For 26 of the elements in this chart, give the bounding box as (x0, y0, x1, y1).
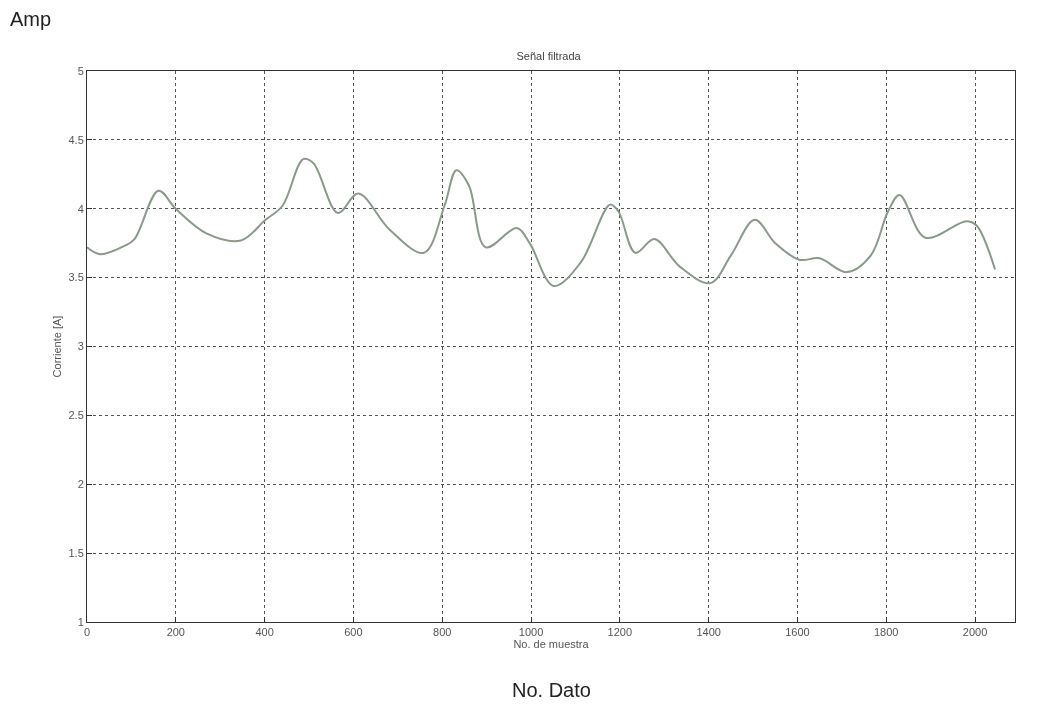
y-tick-label: 5 (77, 64, 84, 77)
x-tick-label: 1600 (785, 626, 810, 639)
y-axis-title: Corriente [A] (51, 315, 64, 378)
x-tick-label: 1400 (696, 626, 721, 639)
y-tick-label: 2 (77, 478, 84, 491)
y-tick-label: 4 (77, 202, 84, 215)
x-tick-label: 400 (255, 626, 274, 639)
y-tick-label: 1 (77, 615, 84, 628)
line-series (87, 158, 997, 287)
text: Amp (10, 8, 52, 30)
x-tick-label: 1200 (607, 626, 633, 639)
x-tick-label: 2000 (962, 626, 988, 639)
x-tick-label: 200 (166, 626, 185, 639)
y-tick-label: 3 (77, 340, 84, 353)
x-tick-label: 0 (83, 626, 91, 639)
x-axis-title: No. de muestra (513, 638, 590, 651)
x-tick-label: 600 (344, 626, 363, 639)
y-tick-label: 1.5 (68, 546, 84, 559)
text: No. Dato (512, 679, 591, 701)
x-tick-label: 1000 (518, 626, 544, 639)
y-tick-label: 4.5 (68, 133, 84, 146)
chart-title: Señal filtrada (516, 50, 582, 63)
x-tick-label: 800 (433, 626, 452, 639)
x-tick-label: 1800 (873, 626, 899, 639)
y-tick-label: 2.5 (68, 409, 84, 422)
y-tick-label: 3.5 (68, 271, 84, 284)
